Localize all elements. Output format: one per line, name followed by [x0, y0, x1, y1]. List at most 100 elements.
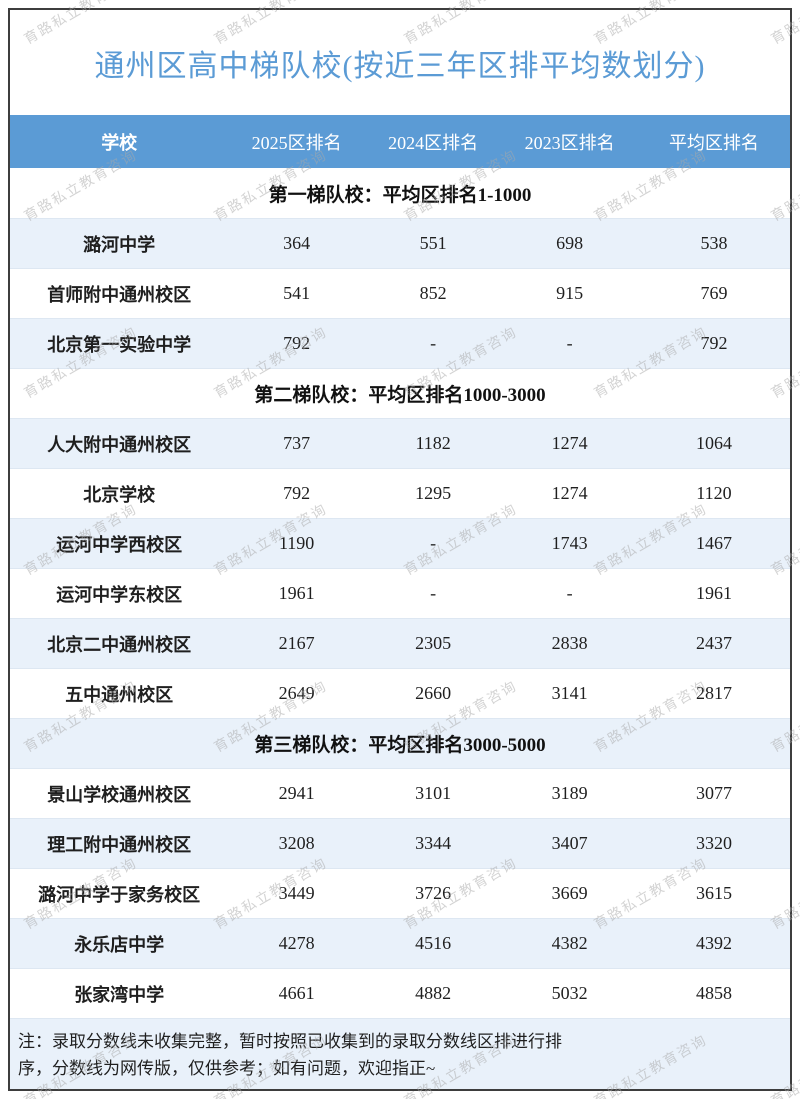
- school-name-cell: 五中通州校区: [65, 684, 174, 705]
- rank-2025-cell: 1190: [278, 533, 315, 553]
- tier-section-row: 第三梯队校：平均区排名3000-5000: [10, 718, 790, 768]
- table-row: 理工附中通州校区 3208 3344 3407 3320: [10, 818, 790, 868]
- school-name-cell: 张家湾中学: [74, 984, 165, 1005]
- column-header-2024-rank: 2024区排名: [388, 132, 479, 153]
- average-rank-cell: 792: [700, 333, 728, 353]
- table-row: 潞河中学 364 551 698 538: [10, 218, 790, 268]
- page-title: 通州区高中梯队校(按近三年区排平均数划分): [94, 49, 706, 83]
- table-row: 五中通州校区 2649 2660 3141 2817: [10, 668, 790, 718]
- rank-2023-cell: 5032: [551, 983, 588, 1003]
- rank-2025-cell: 541: [283, 283, 311, 303]
- average-rank-cell: 3320: [695, 833, 732, 853]
- column-header-2023-rank: 2023区排名: [524, 132, 615, 153]
- rank-2024-cell: 3726: [415, 883, 452, 903]
- rank-2023-cell: 915: [556, 283, 584, 303]
- table-row: 北京二中通州校区 2167 2305 2838 2437: [10, 618, 790, 668]
- rank-2023-cell: 3407: [551, 833, 588, 853]
- table-row: 北京第一实验中学 792 - - 792: [10, 318, 790, 368]
- rank-2025-cell: 3208: [278, 833, 315, 853]
- rank-2025-cell: 2649: [278, 683, 315, 703]
- table-frame: 通州区高中梯队校(按近三年区排平均数划分) 学校 2025区排名 2024区排名…: [8, 8, 792, 1091]
- tier-section-row: 第一梯队校：平均区排名1-1000: [10, 168, 790, 218]
- rank-2024-cell: 1295: [415, 483, 452, 503]
- rank-2024-cell: -: [430, 583, 437, 603]
- rank-2023-cell: 1274: [551, 433, 588, 453]
- school-name-cell: 人大附中通州校区: [47, 434, 192, 455]
- tier-section-row: 第二梯队校：平均区排名1000-3000: [10, 368, 790, 418]
- tier-section-header: 第三梯队校：平均区排名3000-5000: [254, 735, 546, 756]
- average-rank-cell: 769: [700, 283, 728, 303]
- rank-2024-cell: 4882: [415, 983, 452, 1003]
- rank-2023-cell: 1274: [551, 483, 588, 503]
- footnote-line-2: 序，分数线为网传版，仅供参考；如有问题，欢迎指正~: [18, 1059, 436, 1078]
- rank-2023-cell: -: [566, 583, 573, 603]
- rank-2024-cell: -: [430, 533, 437, 553]
- school-name-cell: 北京学校: [83, 484, 156, 505]
- tier-section-header: 第一梯队校：平均区排名1-1000: [268, 184, 532, 206]
- column-header-2025-rank: 2025区排名: [251, 132, 342, 153]
- rank-2025-cell: 3449: [278, 883, 315, 903]
- column-header-school: 学校: [101, 132, 138, 153]
- table-row: 潞河中学于家务校区 3449 3726 3669 3615: [10, 868, 790, 918]
- average-rank-cell: 4858: [695, 983, 732, 1003]
- school-name-cell: 潞河中学: [83, 234, 156, 255]
- school-name-cell: 运河中学东校区: [56, 584, 183, 605]
- average-rank-cell: 2817: [695, 683, 732, 703]
- footnote: 注：录取分数线未收集完整，暂时按照已收集到的录取分数线区排进行排 序，分数线为网…: [10, 1018, 790, 1089]
- table-row: 景山学校通州校区 2941 3101 3189 3077: [10, 768, 790, 818]
- table-row: 张家湾中学 4661 4882 5032 4858: [10, 968, 790, 1018]
- school-name-cell: 永乐店中学: [74, 934, 165, 955]
- rank-2025-cell: 792: [283, 483, 311, 503]
- table-row: 人大附中通州校区 737 1182 1274 1064: [10, 418, 790, 468]
- title-block: 通州区高中梯队校(按近三年区排平均数划分): [10, 10, 790, 115]
- table-row: 首师附中通州校区 541 852 915 769: [10, 268, 790, 318]
- school-name-cell: 理工附中通州校区: [47, 834, 192, 855]
- rank-2025-cell: 2941: [278, 783, 315, 803]
- rank-2023-cell: 2838: [551, 633, 588, 653]
- school-name-cell: 首师附中通州校区: [47, 284, 192, 305]
- rank-2023-cell: 3141: [551, 683, 588, 703]
- column-header-average-rank: 平均区排名: [668, 132, 759, 153]
- rank-2024-cell: 3344: [415, 833, 452, 853]
- rank-2025-cell: 4661: [278, 983, 315, 1003]
- rank-2024-cell: 852: [419, 283, 447, 303]
- average-rank-cell: 4392: [695, 933, 732, 953]
- school-name-cell: 潞河中学于家务校区: [38, 884, 201, 905]
- table-body: 第一梯队校：平均区排名1-1000 潞河中学 364 551 698 538 首…: [10, 168, 790, 1018]
- school-name-cell: 景山学校通州校区: [47, 784, 192, 805]
- rank-2025-cell: 4278: [278, 933, 315, 953]
- average-rank-cell: 538: [700, 233, 728, 253]
- average-rank-cell: 1961: [695, 583, 732, 603]
- rank-2023-cell: -: [566, 333, 573, 353]
- school-name-cell: 北京二中通州校区: [47, 634, 192, 655]
- table-row: 永乐店中学 4278 4516 4382 4392: [10, 918, 790, 968]
- rank-2023-cell: 3669: [551, 883, 588, 903]
- rank-2025-cell: 792: [283, 333, 311, 353]
- rank-2024-cell: 2660: [415, 683, 452, 703]
- rank-2025-cell: 737: [283, 433, 311, 453]
- average-rank-cell: 1064: [695, 433, 732, 453]
- rank-2024-cell: -: [430, 333, 437, 353]
- rank-2023-cell: 1743: [551, 533, 588, 553]
- table-row: 运河中学西校区 1190 - 1743 1467: [10, 518, 790, 568]
- table-row: 运河中学东校区 1961 - - 1961: [10, 568, 790, 618]
- rank-2024-cell: 2305: [415, 633, 452, 653]
- table-row: 北京学校 792 1295 1274 1120: [10, 468, 790, 518]
- average-rank-cell: 1120: [696, 483, 732, 503]
- rank-2025-cell: 1961: [278, 583, 315, 603]
- school-name-cell: 北京第一实验中学: [47, 334, 192, 355]
- rank-2025-cell: 2167: [278, 633, 315, 653]
- rank-2024-cell: 4516: [415, 933, 452, 953]
- table-header-row: 学校 2025区排名 2024区排名 2023区排名 平均区排名: [10, 115, 790, 168]
- average-rank-cell: 3615: [695, 883, 732, 903]
- average-rank-cell: 2437: [695, 633, 732, 653]
- average-rank-cell: 1467: [695, 533, 732, 553]
- tier-section-header: 第二梯队校：平均区排名1000-3000: [254, 385, 546, 406]
- footnote-line-1: 注：录取分数线未收集完整，暂时按照已收集到的录取分数线区排进行排: [18, 1032, 562, 1051]
- rank-2025-cell: 364: [283, 233, 311, 253]
- rank-2024-cell: 3101: [415, 783, 452, 803]
- average-rank-cell: 3077: [695, 783, 732, 803]
- rank-2024-cell: 551: [419, 233, 447, 253]
- rank-2023-cell: 4382: [551, 933, 588, 953]
